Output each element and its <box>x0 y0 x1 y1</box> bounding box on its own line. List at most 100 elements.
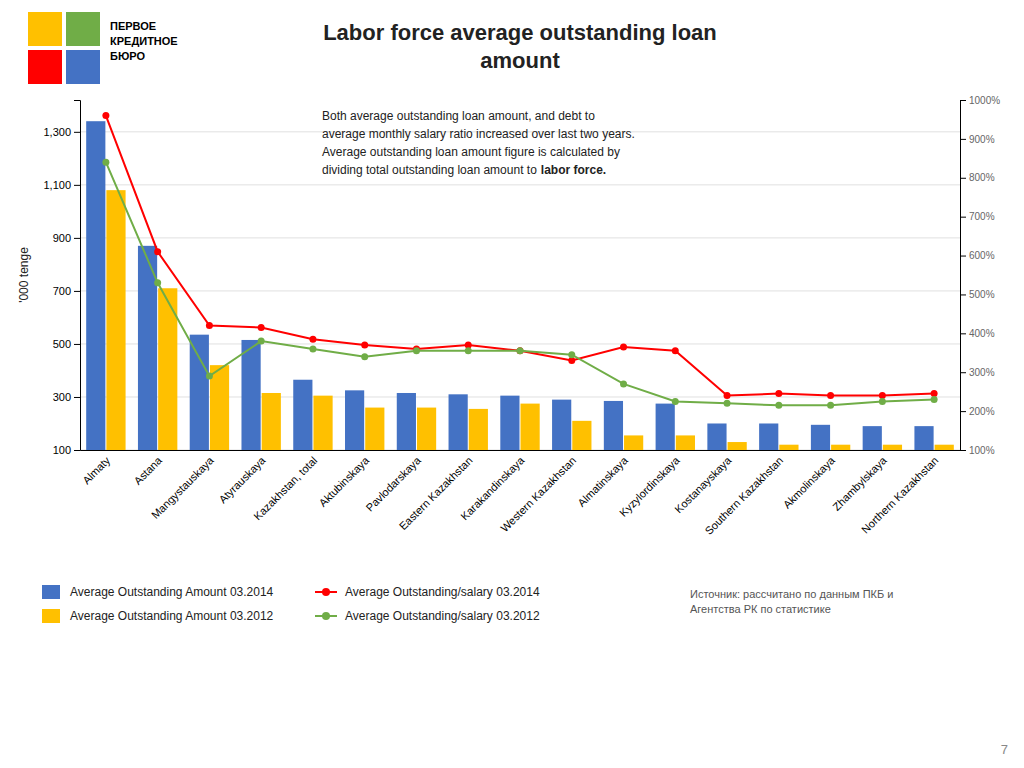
bar-series <box>86 121 933 450</box>
y2-tick-mark <box>960 294 966 295</box>
logo-text-line: БЮРО <box>110 50 145 62</box>
y2-tick-label: 600% <box>969 250 995 261</box>
y2-tick-label: 200% <box>969 406 995 417</box>
bar <box>449 394 468 450</box>
y2-tick-label: 900% <box>969 134 995 145</box>
x-tick-label: Atyrauskaya <box>216 454 268 506</box>
line-marker <box>879 398 886 405</box>
x-tick: Aktubinskaya <box>316 454 371 509</box>
y2-tick-mark <box>960 333 966 334</box>
y2-tick: 700% <box>960 211 995 222</box>
y-tick-label: 900 <box>53 232 71 244</box>
y2-tick: 300% <box>960 367 995 378</box>
x-tick: Zhambylskaya <box>830 454 889 513</box>
y2-tick: 900% <box>960 134 995 145</box>
y-tick-mark <box>74 291 80 292</box>
title-line: Labor force average outstanding loan <box>323 20 717 45</box>
y2-tick-mark <box>960 100 966 101</box>
grid-line <box>80 290 960 291</box>
bar <box>262 393 281 450</box>
x-tick: Akmolinskaya <box>781 454 838 511</box>
annotation: dividing total outstanding loan amount t… <box>322 163 537 177</box>
line-marker <box>102 112 109 119</box>
legend-swatch <box>322 588 330 596</box>
legend-swatch <box>322 612 330 620</box>
x-tick-label: Kyzylordinskaya <box>617 454 682 519</box>
y2-tick-label: 100% <box>969 445 995 456</box>
y2-axis: 100% 200% 300% 400% 500% 600% 700% 800% 900% 1000… <box>960 95 1000 456</box>
x-tick: Atyrauskaya <box>216 454 268 506</box>
x-tick: Almaty <box>80 454 113 487</box>
y-tick-label: 500 <box>53 338 71 350</box>
bar <box>572 421 591 450</box>
legend-label: Average Outstanding/salary 03.2014 <box>345 585 540 599</box>
y-tick: 300 <box>53 391 80 403</box>
bar <box>397 393 416 450</box>
line-marker <box>258 324 265 331</box>
line-marker <box>517 347 524 354</box>
bar <box>676 435 695 450</box>
bar <box>759 423 778 450</box>
y2-tick: 200% <box>960 406 995 417</box>
bar <box>883 445 902 450</box>
bar <box>552 400 571 450</box>
legend-item: Average Outstanding/salary 03.2014 <box>315 585 540 599</box>
y2-tick: 100% <box>960 445 995 456</box>
y2-tick-label: 800% <box>969 172 995 183</box>
line-marker <box>672 347 679 354</box>
y-tick: 1,100 <box>43 179 80 191</box>
y2-tick: 400% <box>960 328 995 339</box>
bar <box>469 409 488 450</box>
bar <box>656 404 675 450</box>
y2-tick-mark <box>960 450 966 451</box>
logo-square <box>28 50 62 84</box>
logo-square <box>66 12 100 46</box>
y2-tick-label: 1000% <box>969 95 1000 106</box>
grid-line <box>80 343 960 344</box>
line-marker <box>517 347 524 354</box>
line-marker <box>309 336 316 343</box>
logo-text: ПЕРВОЕ КРЕДИТНОЕ БЮРО <box>110 20 178 62</box>
y-axis-title: '000 tenge <box>17 247 31 303</box>
bar <box>417 408 436 450</box>
bar <box>811 425 830 450</box>
y2-tick-mark <box>960 217 966 218</box>
y2-tick-label: 500% <box>969 289 995 300</box>
y-tick-mark <box>74 450 80 451</box>
y-tick: 1,300 <box>43 126 80 138</box>
bar <box>345 390 364 450</box>
x-tick-label: Almatinskaya <box>575 454 630 509</box>
line-marker <box>724 400 731 407</box>
line <box>106 116 934 396</box>
logo-text-line: КРЕДИТНОЕ <box>110 35 178 47</box>
bar <box>863 426 882 450</box>
logo-square <box>28 12 62 46</box>
y-tick-mark <box>74 132 80 133</box>
line-marker <box>827 402 834 409</box>
bar <box>935 445 954 450</box>
line-marker <box>465 347 472 354</box>
y2-tick-mark <box>960 372 966 373</box>
y-tick-mark <box>74 185 80 186</box>
x-tick-label: Southern Kazakhstan <box>702 454 785 537</box>
source: Источник: рассчитано по данным ПКБ иАген… <box>690 588 893 615</box>
line-marker <box>361 342 368 349</box>
line-marker <box>206 322 213 329</box>
x-tick: Southern Kazakhstan <box>702 454 785 537</box>
y-tick: 900 <box>53 232 80 244</box>
x-tick-label: Kazakhstan, total <box>251 454 319 522</box>
bar <box>728 442 747 450</box>
x-tick: Astana <box>131 454 164 487</box>
bar <box>779 445 798 450</box>
y2-tick: 1000% <box>960 95 1000 106</box>
line-marker <box>724 392 731 399</box>
y2-tick-mark <box>960 411 966 412</box>
bar <box>210 365 229 450</box>
y2-tick: 600% <box>960 250 995 261</box>
grid-line <box>80 237 960 238</box>
bar <box>624 435 643 450</box>
y2-axis-line <box>961 101 967 451</box>
logo-text-line: ПЕРВОЕ <box>110 20 156 32</box>
x-tick: Kazakhstan, total <box>251 454 319 522</box>
y2-tick-mark <box>960 139 966 140</box>
